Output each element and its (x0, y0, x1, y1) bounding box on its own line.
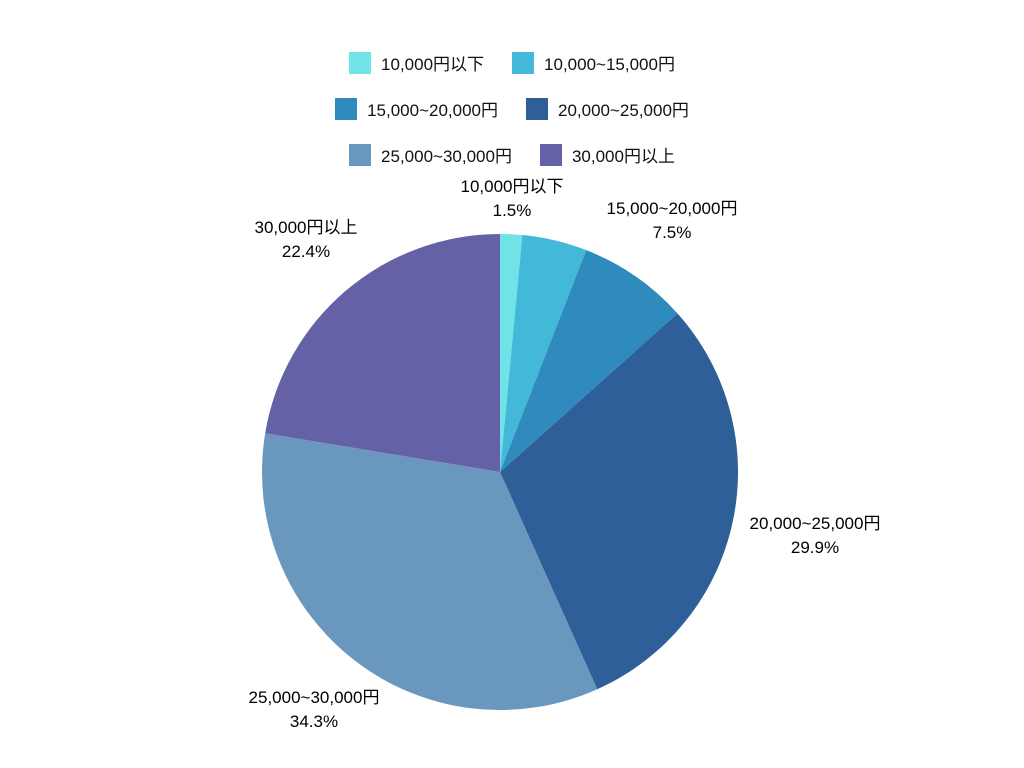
pie-slice (265, 234, 500, 472)
legend-item-over-30000: 30,000円以上 (539, 142, 675, 167)
legend-swatch (349, 143, 372, 166)
pie-slice (500, 235, 587, 472)
legend-swatch (512, 51, 535, 74)
legend-label: 15,000~20,000円 (367, 101, 498, 120)
legend-item-15000-20000: 15,000~20,000円 (335, 96, 498, 121)
slice-value-label: 29.9% (791, 538, 839, 557)
legend-label: 25,000~30,000円 (381, 147, 512, 166)
legend-label: 10,000~15,000円 (544, 55, 675, 74)
legend-item-10000-15000: 10,000~15,000円 (512, 50, 675, 75)
legend-label: 20,000~25,000円 (558, 101, 689, 120)
slice-value-label: 34.3% (290, 712, 338, 731)
legend-item-20000-25000: 20,000~25,000円 (526, 96, 689, 121)
slice-category-label: 10,000円以下 (461, 177, 564, 196)
pie-slice (500, 313, 738, 690)
legend-row-2: 15,000~20,000円 20,000~25,000円 (0, 96, 1024, 121)
legend-row-3: 25,000~30,000円 30,000円以上 (0, 142, 1024, 167)
pie-slice (261, 433, 598, 711)
legend-swatch (526, 97, 548, 120)
slice-category-label: 15,000~20,000円 (607, 199, 738, 218)
legend-swatch (539, 143, 562, 166)
slice-value-label: 1.5% (493, 201, 532, 220)
legend-item-25000-30000: 25,000~30,000円 (349, 142, 512, 167)
legend-swatch (335, 97, 358, 120)
slice-category-label: 30,000円以上 (255, 218, 358, 237)
slice-category-label: 20,000~25,000円 (750, 514, 881, 533)
legend-swatch (349, 51, 372, 74)
legend-label: 30,000円以上 (571, 147, 675, 166)
legend-row-1: 10,000円以下 10,000~15,000円 (0, 50, 1024, 75)
slice-value-label: 7.5% (653, 223, 692, 242)
pie-slice (500, 234, 523, 472)
legend-label: 10,000円以下 (381, 55, 485, 74)
slice-value-label: 22.4% (282, 242, 330, 261)
pie-slice (500, 250, 678, 472)
slice-category-label: 25,000~30,000円 (249, 688, 380, 707)
legend-item-under-10000: 10,000円以下 (349, 50, 484, 75)
